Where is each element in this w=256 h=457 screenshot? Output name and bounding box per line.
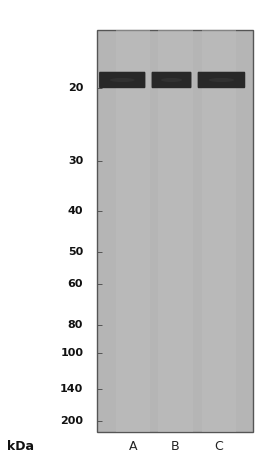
Text: C: C: [215, 441, 223, 453]
Bar: [202, 30, 236, 432]
Text: 80: 80: [68, 320, 83, 330]
Text: 30: 30: [68, 156, 83, 166]
Text: 200: 200: [60, 416, 83, 426]
Text: kDa: kDa: [7, 441, 34, 453]
FancyBboxPatch shape: [198, 72, 245, 88]
Text: 60: 60: [68, 279, 83, 289]
Ellipse shape: [209, 78, 234, 82]
FancyBboxPatch shape: [152, 72, 191, 88]
Ellipse shape: [161, 78, 182, 82]
Bar: [116, 30, 151, 432]
Text: 50: 50: [68, 247, 83, 257]
Bar: [97, 30, 253, 432]
FancyBboxPatch shape: [99, 72, 145, 88]
Text: B: B: [171, 441, 180, 453]
Text: A: A: [129, 441, 137, 453]
Text: 100: 100: [60, 348, 83, 358]
Ellipse shape: [110, 78, 135, 82]
Text: 40: 40: [68, 206, 83, 216]
Text: 20: 20: [68, 83, 83, 93]
Bar: [158, 30, 193, 432]
Text: 140: 140: [60, 384, 83, 394]
